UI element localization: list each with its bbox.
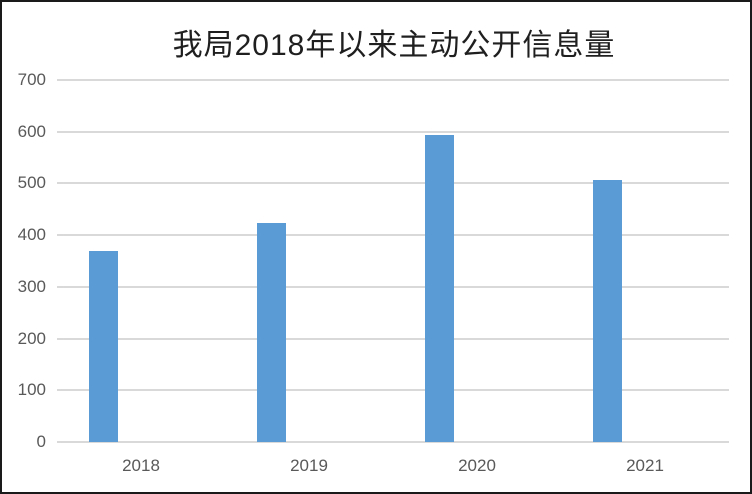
y-axis-tick-300: 300 (17, 276, 46, 296)
bar-2019 (257, 223, 286, 442)
chart-title: 我局2018年以来主动公开信息量 (172, 29, 616, 62)
gridline-700 (57, 79, 729, 81)
y-axis-tick-700: 700 (17, 70, 46, 89)
x-axis-label-2018: 2018 (122, 456, 160, 475)
gridline-500 (57, 182, 729, 185)
x-axis-label-2021: 2021 (626, 456, 664, 475)
y-axis-tick-400: 400 (17, 225, 46, 245)
gridline-400 (57, 234, 729, 237)
x-axis-line (57, 441, 729, 443)
bar-2021 (593, 180, 622, 442)
gridline-600 (57, 130, 729, 133)
y-axis-tick-0: 0 (36, 432, 46, 451)
gridline-200 (57, 337, 729, 340)
bar-2020 (425, 135, 454, 442)
y-axis-tick-500: 500 (17, 173, 46, 193)
y-axis-tick-100: 100 (17, 380, 46, 400)
x-axis-label-2020: 2020 (458, 456, 496, 475)
gridline-100 (57, 389, 729, 392)
y-axis-tick-200: 200 (17, 328, 46, 348)
x-axis-label-2019: 2019 (290, 456, 328, 475)
plot-area (57, 79, 729, 443)
y-axis-tick-600: 600 (17, 121, 46, 141)
gridline-300 (57, 285, 729, 288)
bar-2018 (89, 250, 118, 442)
